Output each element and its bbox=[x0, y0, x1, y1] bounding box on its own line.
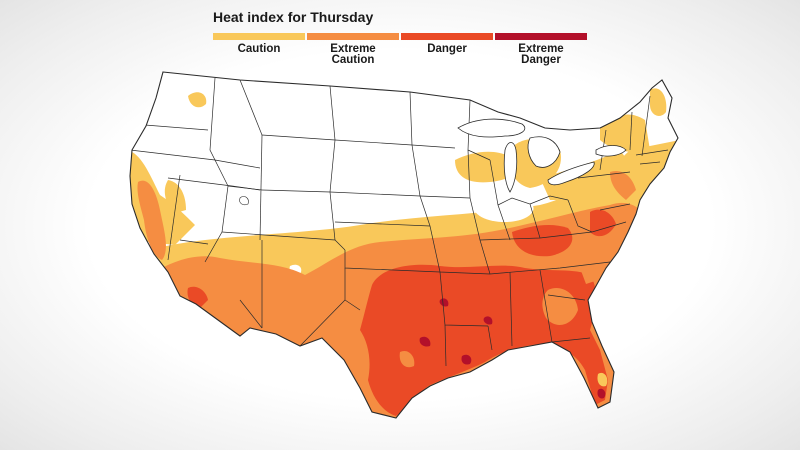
state-border bbox=[299, 299, 346, 347]
heat-zone-extreme-caution-patches bbox=[399, 264, 599, 368]
state-border bbox=[487, 325, 493, 351]
legend-item-caution: Caution bbox=[213, 33, 305, 66]
legend-label-extreme-danger: Extreme Danger bbox=[518, 43, 564, 66]
legend-item-extreme-danger: Extreme Danger bbox=[495, 33, 587, 66]
state-border bbox=[419, 195, 471, 199]
state-border bbox=[635, 149, 669, 156]
heat-zone-caution-florida-pocket bbox=[597, 372, 608, 387]
map-title: Heat index for Thursday bbox=[213, 9, 374, 25]
state-border bbox=[334, 221, 431, 227]
lake-superior bbox=[457, 118, 526, 138]
state-border bbox=[509, 271, 513, 347]
legend-swatch-danger bbox=[401, 33, 493, 40]
legend-item-extreme-caution: Extreme Caution bbox=[307, 33, 399, 66]
legend-label-extreme-caution: Extreme Caution bbox=[330, 43, 376, 66]
legend-label-danger: Danger bbox=[427, 43, 467, 55]
state-border bbox=[577, 171, 631, 179]
state-border bbox=[411, 144, 456, 149]
great-salt-lake bbox=[239, 196, 249, 206]
state-border bbox=[259, 134, 263, 241]
state-border bbox=[239, 79, 263, 136]
state-border bbox=[409, 91, 431, 227]
state-border bbox=[489, 261, 611, 275]
state-border bbox=[329, 191, 421, 197]
state-border bbox=[529, 195, 569, 205]
state-border bbox=[567, 199, 593, 233]
state-border bbox=[641, 95, 651, 157]
state-border bbox=[591, 221, 627, 233]
state-border bbox=[629, 111, 633, 151]
state-border bbox=[547, 294, 586, 301]
state-border bbox=[551, 337, 591, 343]
state-border bbox=[144, 124, 209, 131]
state-border bbox=[467, 149, 491, 161]
state-border bbox=[167, 174, 181, 261]
state-border bbox=[599, 203, 631, 211]
state-border bbox=[444, 324, 447, 367]
lake-ontario bbox=[595, 145, 627, 157]
legend-swatch-extreme-danger bbox=[495, 33, 587, 40]
state-border bbox=[179, 239, 209, 245]
state-border bbox=[261, 134, 336, 141]
legend: Caution Extreme Caution Danger Extreme D… bbox=[213, 33, 587, 66]
state-border bbox=[227, 185, 263, 191]
state-border bbox=[497, 197, 541, 239]
lake-huron bbox=[527, 136, 561, 168]
legend-swatch-caution bbox=[213, 33, 305, 40]
lake-erie bbox=[547, 161, 595, 186]
state-border bbox=[239, 299, 263, 329]
great-lakes bbox=[457, 118, 627, 193]
lake-michigan bbox=[503, 142, 518, 193]
state-border bbox=[334, 139, 413, 146]
state-border bbox=[539, 269, 553, 343]
us-outline bbox=[129, 71, 679, 419]
state-border bbox=[639, 161, 661, 165]
state-borders bbox=[130, 77, 669, 367]
legend-item-danger: Danger bbox=[401, 33, 493, 66]
legend-label-caution: Caution bbox=[237, 43, 281, 55]
legend-swatch-extreme-caution bbox=[307, 33, 399, 40]
